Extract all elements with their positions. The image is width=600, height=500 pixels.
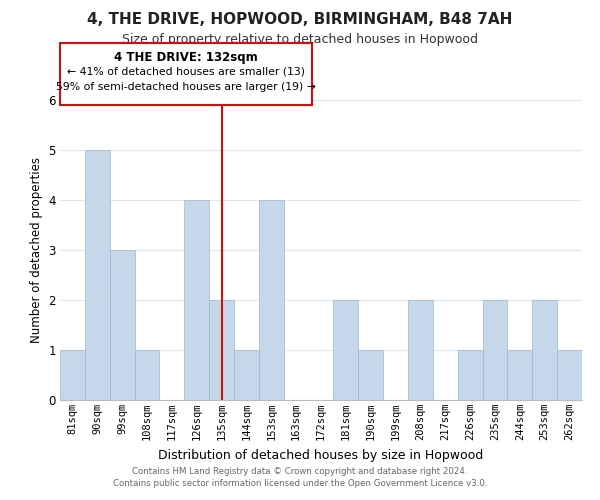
- Bar: [259, 200, 284, 400]
- Bar: [234, 350, 259, 400]
- Text: 59% of semi-detached houses are larger (19) →: 59% of semi-detached houses are larger (…: [56, 82, 316, 92]
- Bar: [134, 350, 160, 400]
- Bar: [458, 350, 482, 400]
- Bar: [557, 350, 582, 400]
- Bar: [408, 300, 433, 400]
- Bar: [532, 300, 557, 400]
- Bar: [358, 350, 383, 400]
- Text: 4 THE DRIVE: 132sqm: 4 THE DRIVE: 132sqm: [114, 51, 258, 64]
- Bar: [209, 300, 234, 400]
- Text: Contains HM Land Registry data © Crown copyright and database right 2024.
Contai: Contains HM Land Registry data © Crown c…: [113, 466, 487, 487]
- Bar: [110, 250, 134, 400]
- Text: 4, THE DRIVE, HOPWOOD, BIRMINGHAM, B48 7AH: 4, THE DRIVE, HOPWOOD, BIRMINGHAM, B48 7…: [88, 12, 512, 28]
- Y-axis label: Number of detached properties: Number of detached properties: [30, 157, 43, 343]
- Text: ← 41% of detached houses are smaller (13): ← 41% of detached houses are smaller (13…: [67, 66, 305, 76]
- Bar: [334, 300, 358, 400]
- Bar: [60, 350, 85, 400]
- Bar: [184, 200, 209, 400]
- X-axis label: Distribution of detached houses by size in Hopwood: Distribution of detached houses by size …: [158, 448, 484, 462]
- Text: Size of property relative to detached houses in Hopwood: Size of property relative to detached ho…: [122, 32, 478, 46]
- Bar: [482, 300, 508, 400]
- Bar: [85, 150, 110, 400]
- Bar: [508, 350, 532, 400]
